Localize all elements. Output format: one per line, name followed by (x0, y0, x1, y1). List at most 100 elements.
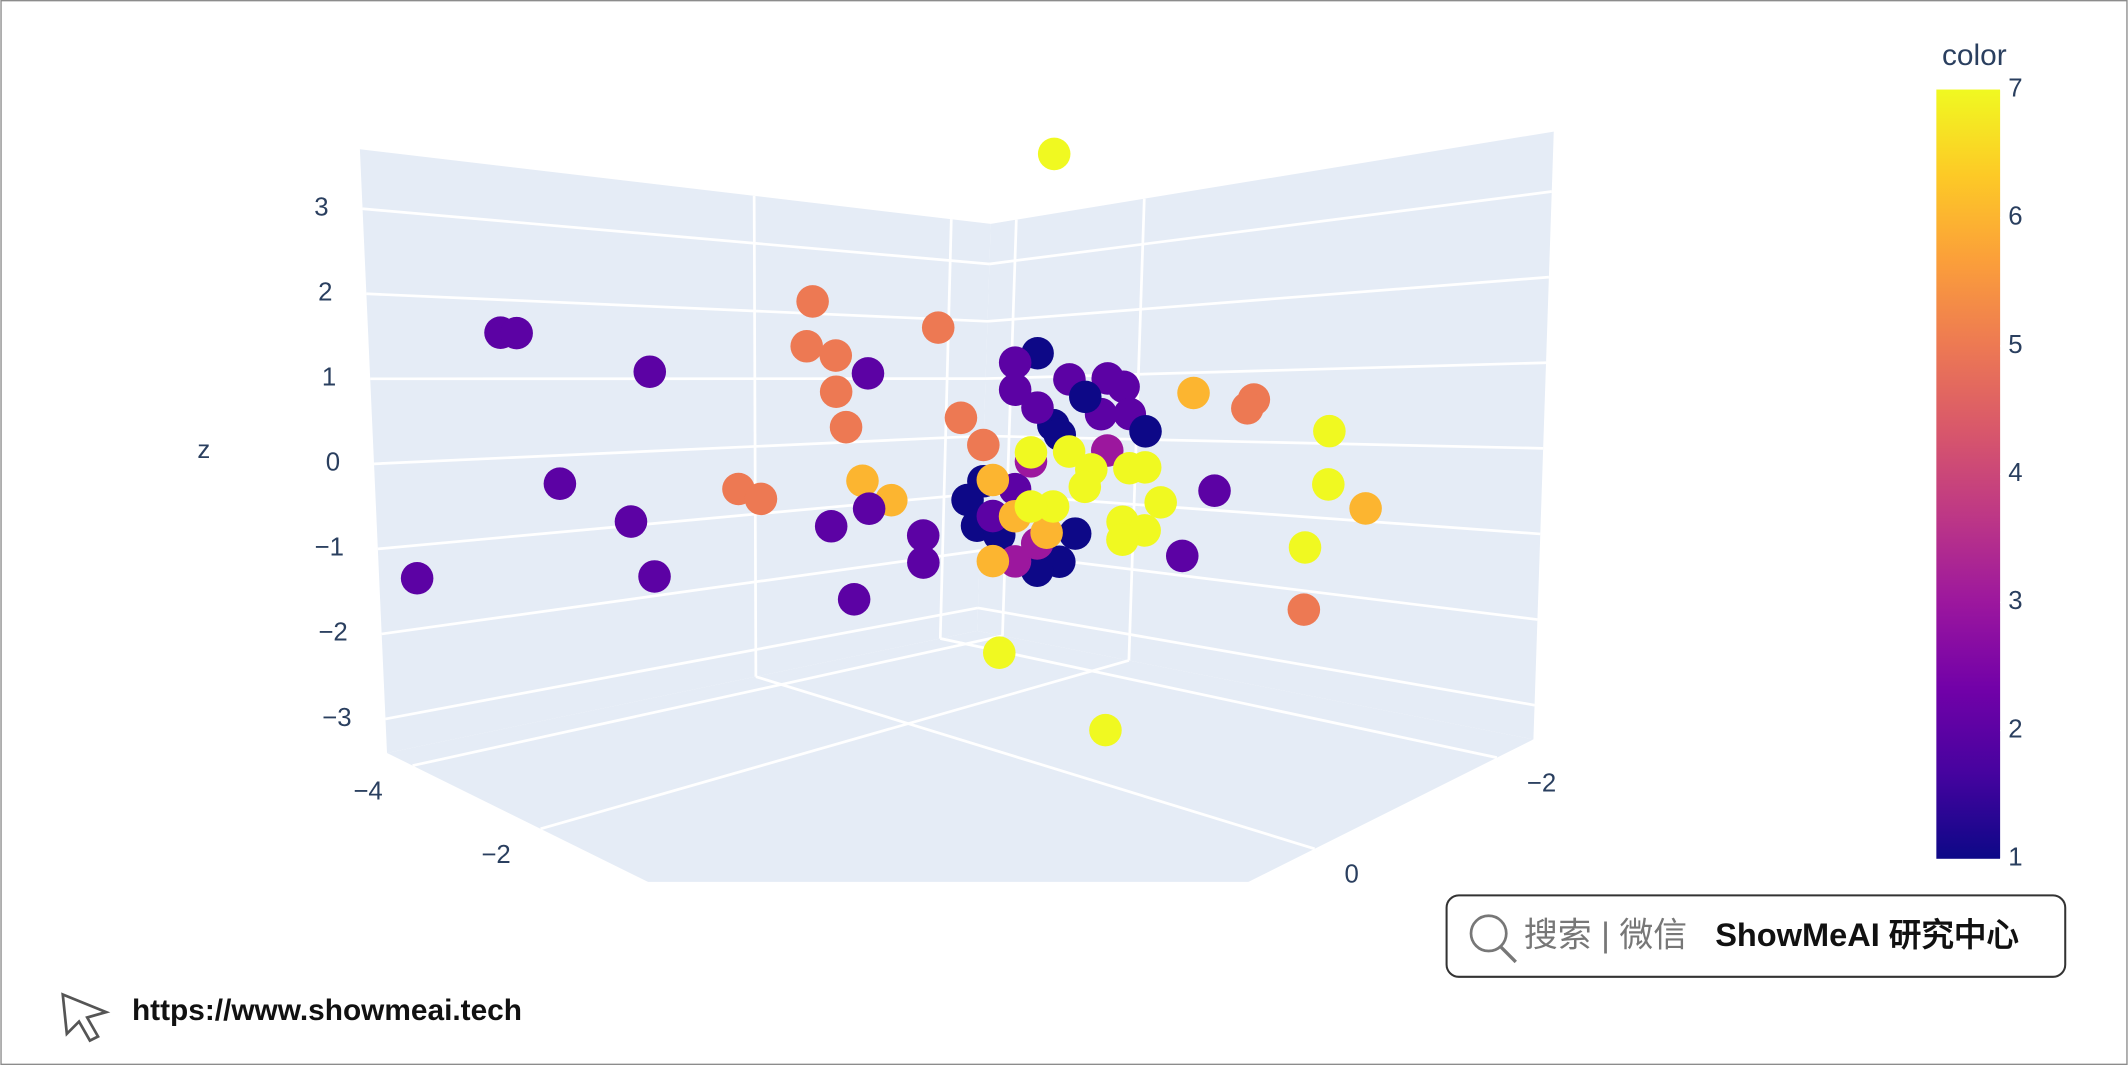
marker (1288, 531, 1322, 564)
marker (1107, 370, 1140, 404)
search-box (1445, 894, 2067, 978)
marker (1287, 593, 1321, 626)
cursor-icon (61, 992, 111, 1043)
marker (638, 560, 671, 593)
z-tick-label: 3 (314, 194, 328, 222)
colorbar-title: color (1942, 39, 2007, 72)
grid-line (940, 637, 1498, 759)
marker (1068, 380, 1102, 414)
colorbar-tick-label: 5 (2008, 331, 2022, 359)
grid-line (540, 659, 1130, 831)
grid-line (362, 207, 990, 266)
marker (814, 509, 848, 543)
y-tick-label: −2 (1527, 770, 1556, 798)
marker (790, 329, 823, 363)
marker (796, 285, 829, 318)
colorbar-tick-label: 1 (2008, 844, 2022, 872)
z-tick-label: −3 (322, 704, 351, 732)
grid-line (755, 675, 1316, 851)
marker (951, 483, 984, 517)
right-wall (977, 131, 1554, 740)
grid-line (366, 292, 988, 323)
z-tick-label: 0 (326, 449, 340, 477)
grid-line (938, 219, 953, 639)
marker (829, 410, 863, 444)
marker (921, 311, 955, 344)
grid-line (989, 190, 1552, 266)
marker (944, 401, 978, 435)
url-text: https://www.showmeai.tech (132, 994, 522, 1027)
z-tick-label: 2 (318, 279, 332, 307)
y-tick-label: 0 (1344, 861, 1358, 889)
marker (633, 355, 667, 389)
marker (744, 482, 778, 516)
z-tick-label: 1 (322, 364, 336, 392)
colorbar-tick-label: 2 (2008, 715, 2022, 743)
z-tick-label: −1 (315, 534, 344, 562)
grid-line (385, 606, 979, 721)
marker (1129, 415, 1162, 448)
marker (1068, 470, 1102, 504)
grid-line (987, 275, 1549, 323)
marker (1349, 492, 1382, 525)
marker (1144, 486, 1177, 519)
marker (1165, 539, 1199, 573)
grid-line (373, 434, 984, 466)
marker (1312, 468, 1345, 501)
marker (837, 583, 871, 616)
x-tick-label: −2 (481, 841, 510, 869)
marker (907, 546, 940, 579)
floor (387, 630, 1534, 882)
grid-line (752, 195, 758, 677)
marker (819, 339, 853, 372)
marker (851, 357, 885, 390)
marker (1021, 391, 1054, 424)
colorbar-tick-label: 7 (2008, 74, 2022, 102)
x-tick-label: −4 (353, 778, 382, 806)
marker (998, 346, 1032, 379)
marker (1014, 436, 1048, 469)
marker (967, 428, 1000, 462)
marker (846, 464, 879, 498)
marker (1198, 474, 1231, 507)
marker (852, 492, 886, 525)
marker (976, 544, 1010, 578)
colorbar-gradient (1936, 89, 2001, 859)
marker (400, 561, 434, 595)
marker (1052, 435, 1086, 468)
colorbar-tick-label: 3 (2008, 587, 2022, 615)
marker (1014, 490, 1048, 523)
marker (1231, 392, 1264, 425)
colorbar-tick-label: 6 (2008, 203, 2022, 231)
marker (982, 636, 1016, 669)
marker (1089, 713, 1122, 747)
z-axis-title: z (197, 436, 210, 464)
marker (819, 375, 853, 409)
axis-labels: −4 −2 −2 0 −3 −2 −1 0 1 2 3 z (197, 194, 1556, 889)
grid-line (412, 634, 1003, 767)
marker (1058, 517, 1092, 550)
marker (976, 463, 1010, 497)
marker (1037, 137, 1071, 171)
z-tick-label: −2 (318, 619, 347, 647)
search-icon-handle (1499, 945, 1517, 964)
colorbar-tick-label: 4 (2008, 459, 2022, 487)
markers (400, 137, 1382, 747)
watermark: 搜索 | 微信 ShowMeAI 研究中心 https://www.showme… (61, 894, 2067, 1043)
search-text: 搜索 | 微信 (1524, 916, 1687, 954)
marker (614, 505, 648, 538)
marker (1313, 414, 1346, 448)
marker (998, 373, 1032, 407)
marker (543, 467, 577, 500)
grid-line (981, 491, 1541, 536)
grid-line (977, 606, 1535, 707)
marker (1177, 376, 1210, 410)
brand-text: ShowMeAI 研究中心 (1715, 917, 2019, 953)
marker (1128, 451, 1162, 484)
marker (1030, 516, 1063, 550)
grid-line (381, 549, 981, 636)
search-icon (1469, 914, 1508, 953)
